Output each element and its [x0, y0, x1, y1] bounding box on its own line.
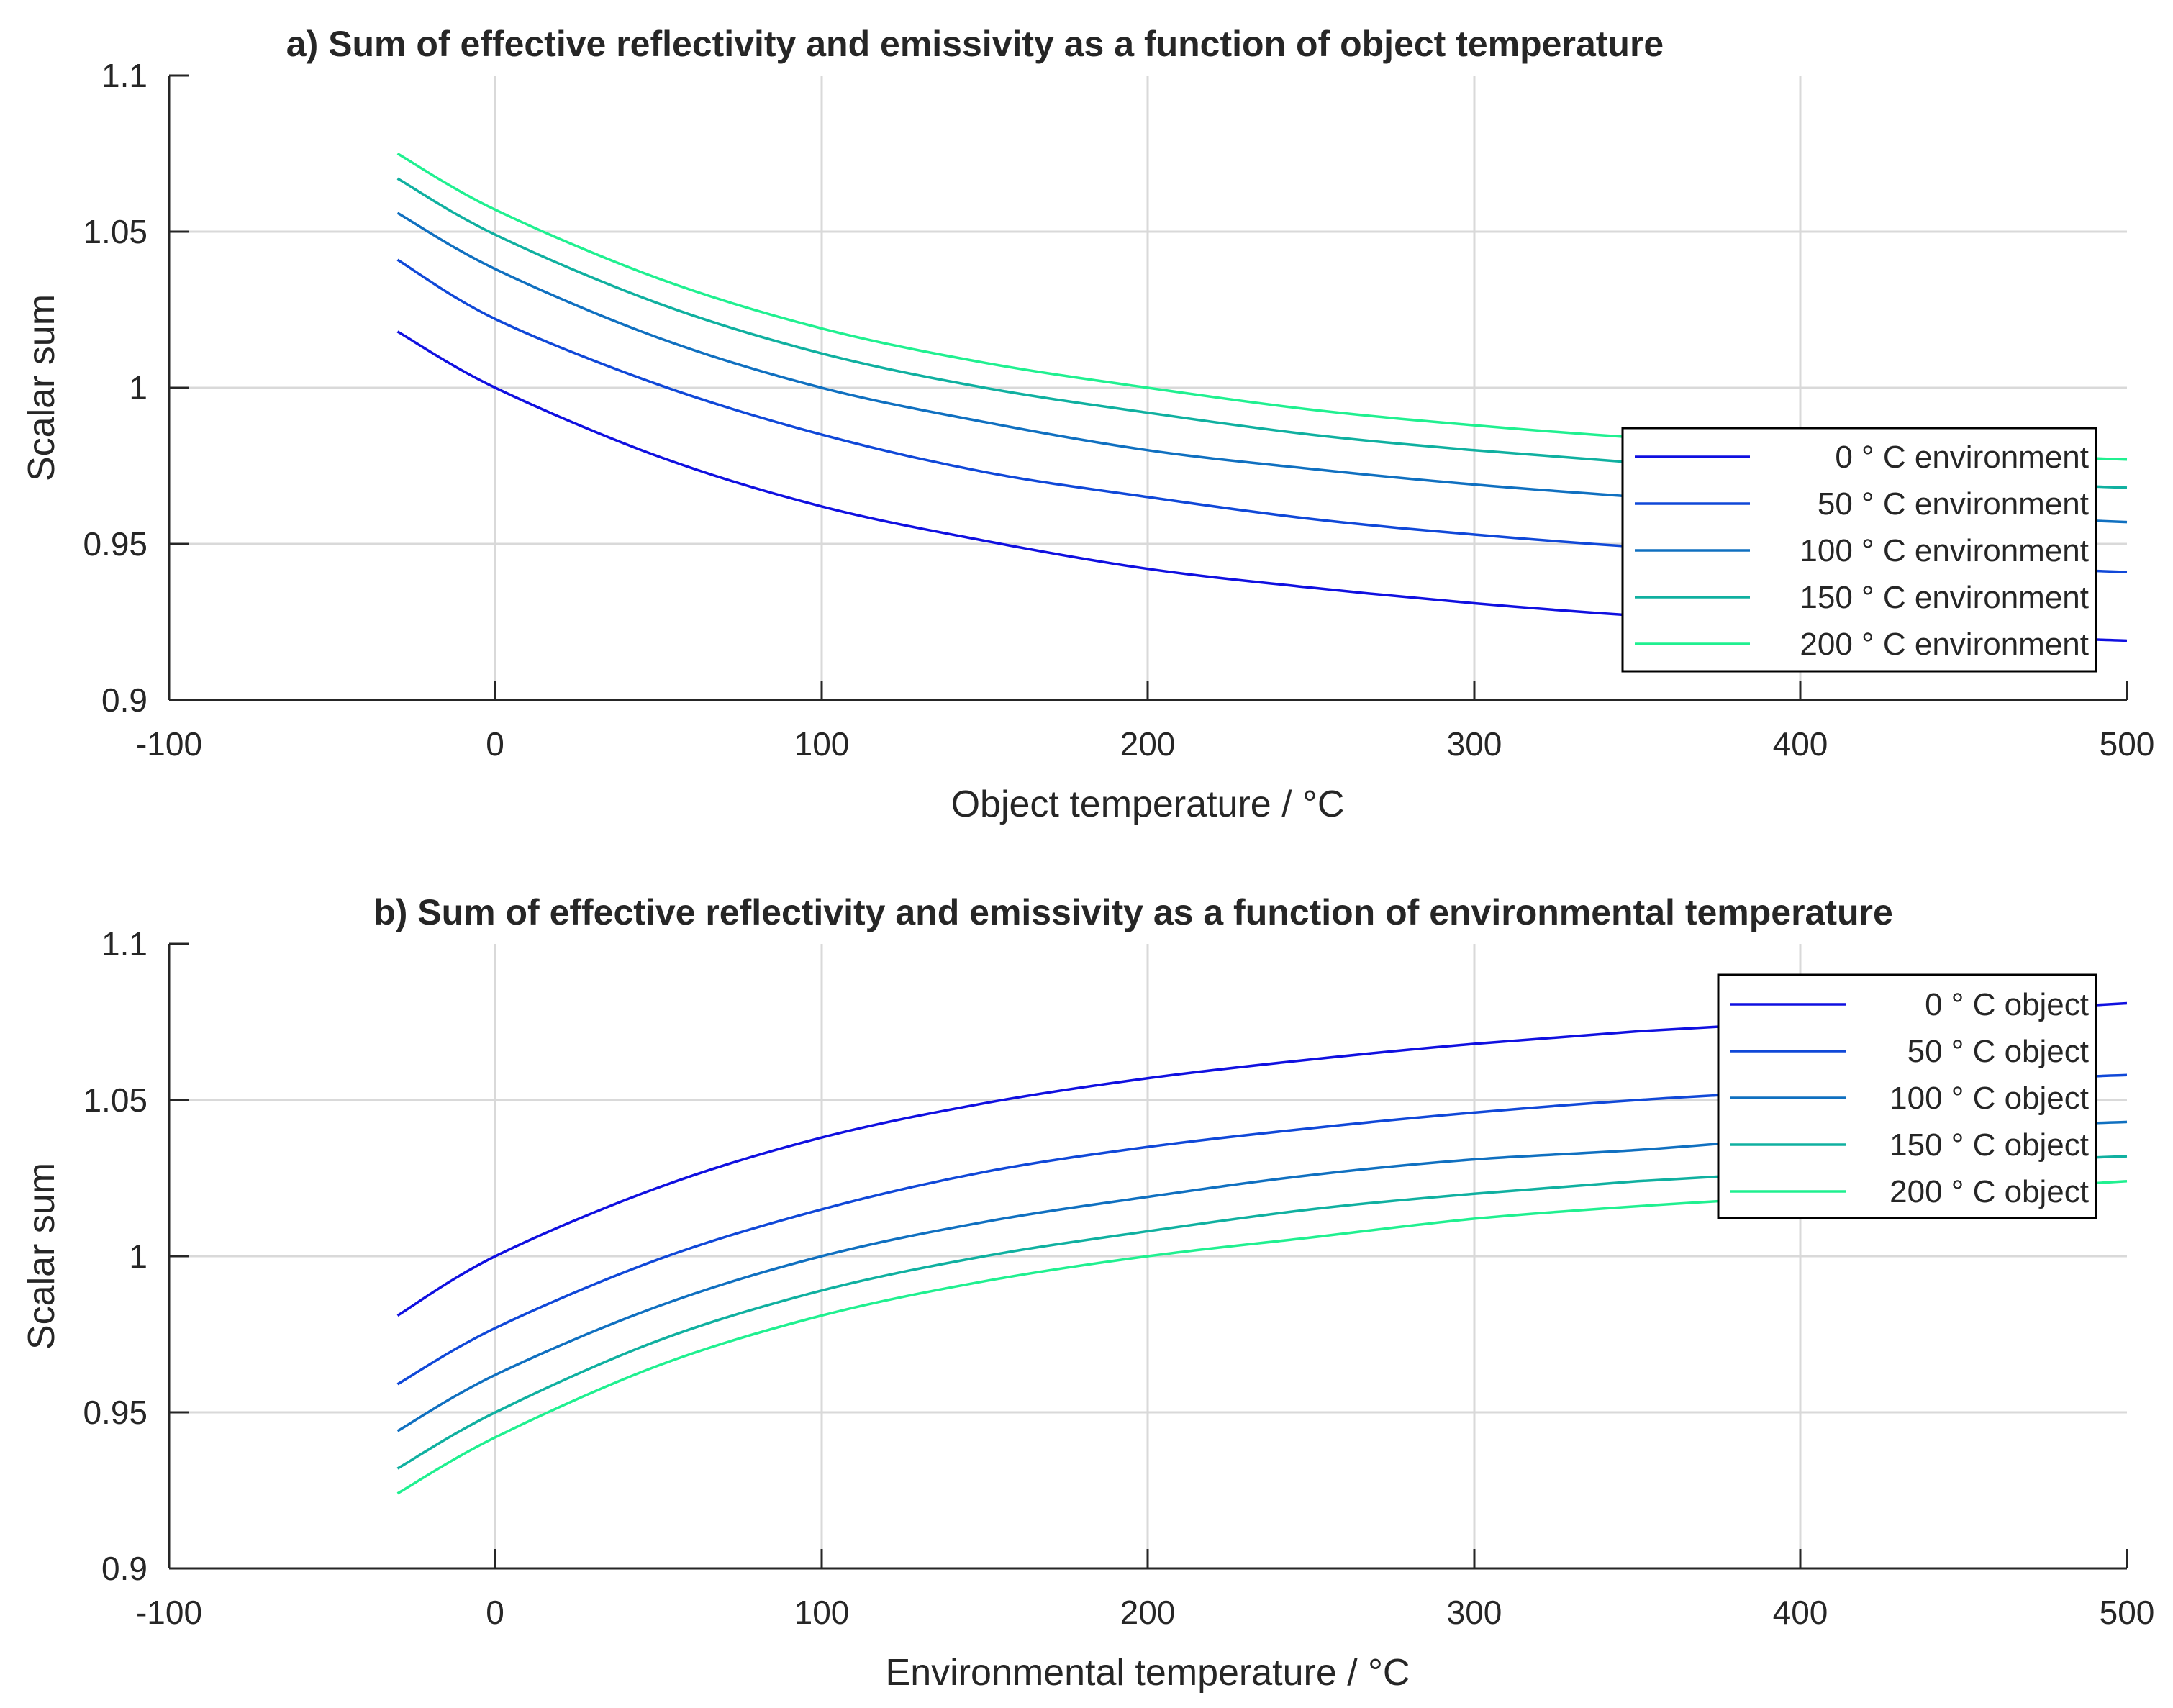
chart-panel-b: b) Sum of effective reflectivity and emi… — [21, 892, 2154, 1694]
axes — [168, 74, 2128, 701]
y-tick-label: 0.9 — [101, 1550, 148, 1587]
series-line-5 — [396, 1180, 2128, 1495]
x-tick-labels: -100 0 100 200 300 400 500 — [136, 1594, 2154, 1631]
x-tick-label: 500 — [2100, 1594, 2155, 1631]
legend-label: 200 ° C object — [1890, 1174, 2089, 1209]
axes — [168, 942, 2128, 1570]
series-line-5 — [396, 152, 2128, 461]
y-axis-label: Scalar sum — [21, 1163, 63, 1350]
x-tick-label: 200 — [1120, 1594, 1176, 1631]
legend-label: 100 ° C object — [1890, 1081, 2089, 1116]
legend-label: 150 ° C environment — [1800, 580, 2089, 615]
y-tick-label: 1.1 — [101, 925, 148, 963]
legend-label: 0 ° C environment — [1835, 440, 2089, 475]
chart-title: a) Sum of effective reflectivity and emi… — [286, 24, 1664, 64]
y-tick-label: 1 — [129, 369, 148, 406]
y-tick-label: 1.05 — [83, 1081, 148, 1119]
x-axis-label: Environmental temperature / °C — [886, 1652, 1410, 1694]
x-tick-label: 100 — [794, 1594, 850, 1631]
x-tick-label: 100 — [794, 725, 850, 763]
x-tick-labels: -100 0 100 200 300 400 500 — [136, 725, 2154, 763]
legend-label: 50 ° C environment — [1818, 486, 2089, 522]
x-tick-label: 500 — [2100, 725, 2155, 763]
legend-label: 100 ° C environment — [1800, 533, 2089, 568]
x-tick-label: 300 — [1447, 725, 1502, 763]
y-axis-label: Scalar sum — [21, 294, 63, 481]
chart-panel-a: a) Sum of effective reflectivity and emi… — [21, 24, 2154, 825]
legend-label: 0 ° C object — [1925, 987, 2089, 1022]
legend-label: 200 ° C environment — [1800, 627, 2089, 662]
x-tick-label: 400 — [1773, 1594, 1828, 1631]
y-tick-label: 0.95 — [83, 525, 148, 563]
y-tick-label: 0.9 — [101, 681, 148, 719]
y-tick-label: 0.95 — [83, 1394, 148, 1431]
y-tick-labels: 0.9 0.95 1 1.05 1.1 — [83, 57, 148, 719]
x-tick-label: 0 — [486, 1594, 504, 1631]
legend: 0 ° C object 50 ° C object 100 ° C objec… — [1717, 973, 2097, 1219]
y-tick-label: 1.05 — [83, 213, 148, 250]
x-tick-label: 400 — [1773, 725, 1828, 763]
y-tick-label: 1 — [129, 1237, 148, 1275]
x-axis-label: Object temperature / °C — [951, 783, 1345, 825]
chart-title: b) Sum of effective reflectivity and emi… — [373, 892, 1893, 932]
legend-label: 50 ° C object — [1907, 1034, 2089, 1069]
x-tick-label: -100 — [136, 1594, 202, 1631]
y-tick-labels: 0.9 0.95 1 1.05 1.1 — [83, 925, 148, 1587]
legend: 0 ° C environment 50 ° C environment 100… — [1621, 427, 2097, 673]
legend-box — [1717, 973, 2097, 1219]
x-tick-label: -100 — [136, 725, 202, 763]
x-tick-label: 0 — [486, 725, 504, 763]
x-tick-label: 300 — [1447, 1594, 1502, 1631]
legend-label: 150 ° C object — [1890, 1127, 2089, 1163]
y-tick-label: 1.1 — [101, 57, 148, 94]
x-tick-label: 200 — [1120, 725, 1176, 763]
